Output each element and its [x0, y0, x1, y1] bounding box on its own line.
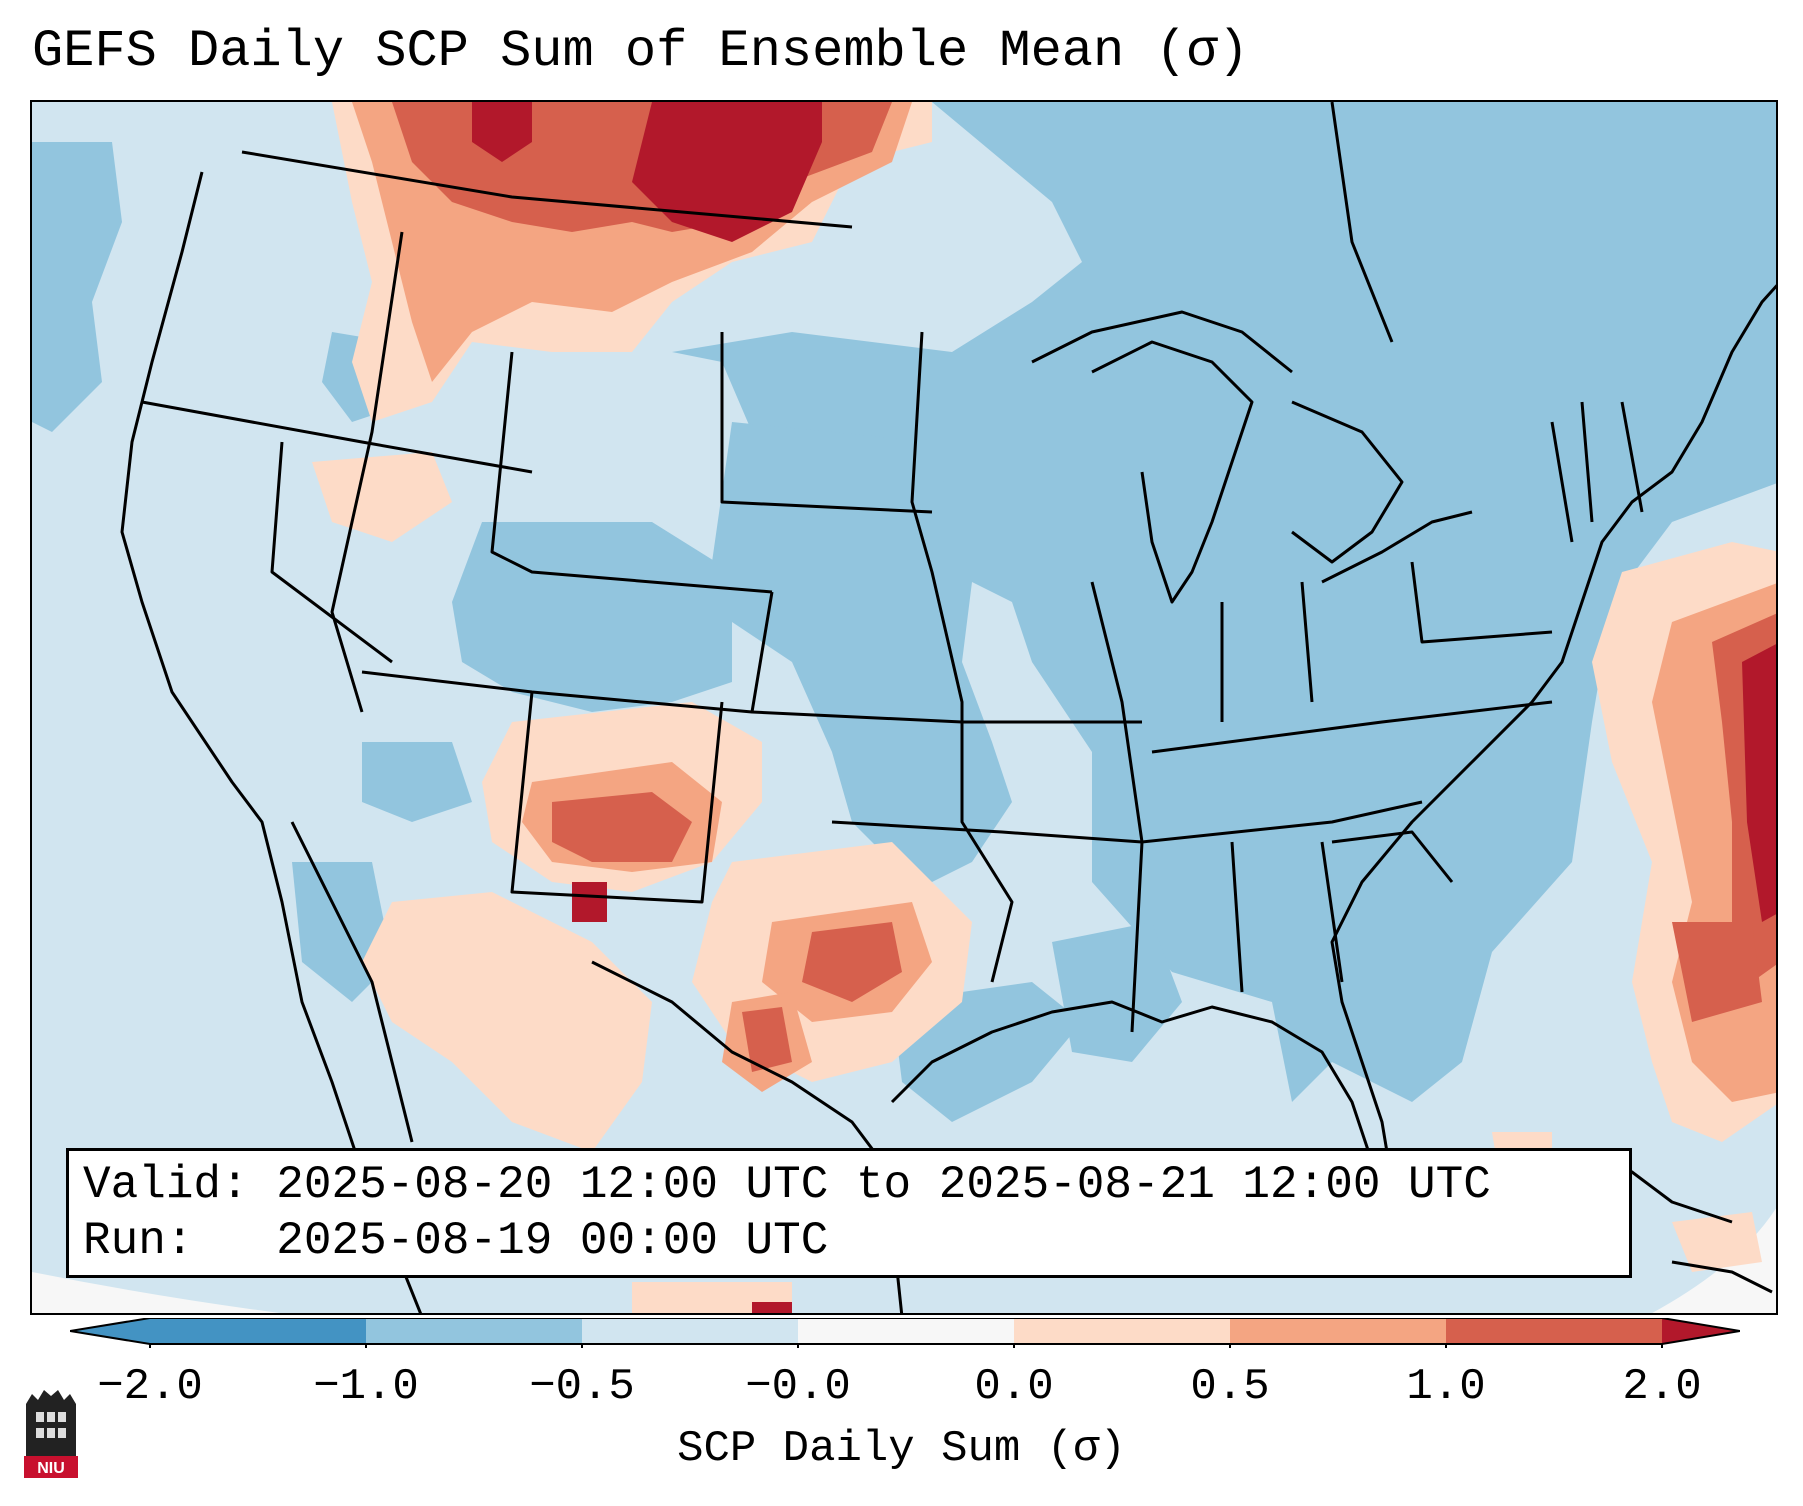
state-line-al-ga — [1230, 841, 1344, 993]
state-line-nd-sd — [720, 332, 933, 514]
colorbar-tick-label: 1.0 — [1406, 1362, 1486, 1412]
logo-banner — [24, 1456, 78, 1478]
state-line-wy — [490, 351, 773, 594]
colorbar-segment-0-05 — [1014, 1318, 1230, 1344]
colorbar-tick-label: 0.5 — [1190, 1362, 1270, 1412]
colorbar-segment-05-1 — [1230, 1318, 1446, 1344]
valid-value: 2025-08-20 12:00 UTC to 2025-08-21 12:00… — [276, 1159, 1491, 1211]
state-line-id-nv — [330, 231, 404, 713]
east-coastline — [1330, 284, 1776, 1183]
map-boundaries — [120, 102, 1776, 1313]
scp-map — [30, 100, 1778, 1315]
canada-province-line — [1330, 102, 1394, 343]
logo-text: NIU — [37, 1460, 65, 1477]
hispaniola-coastline — [1671, 1260, 1773, 1294]
colorbar-ticks — [149, 1344, 1663, 1348]
colorbar-over-triangle — [1662, 1318, 1740, 1344]
map-canvas — [32, 102, 1776, 1313]
lake-michigan — [1091, 340, 1254, 604]
us-canada-border — [241, 150, 853, 229]
colorbar-under-triangle — [70, 1318, 150, 1344]
colorbar — [70, 1318, 1740, 1348]
state-line-new-england — [1550, 401, 1644, 543]
lake-huron — [1291, 400, 1404, 564]
state-line-ok-tx — [831, 820, 1143, 844]
lake-superior — [1031, 310, 1293, 374]
state-line-or-id — [141, 400, 533, 474]
castle-windows — [36, 1412, 66, 1438]
castle-icon — [26, 1390, 76, 1456]
colorbar-tick-label: −1.0 — [313, 1362, 419, 1412]
niu-logo: NIU — [24, 1390, 78, 1478]
state-line-ca-nv — [270, 441, 393, 664]
colorbar-tick-label: 2.0 — [1622, 1362, 1702, 1412]
run-row: Run: 2025-08-19 00:00 UTC — [83, 1213, 1615, 1269]
colorbar-label: SCP Daily Sum (σ) — [677, 1424, 1126, 1474]
valid-label: Valid: — [83, 1159, 249, 1211]
valid-row: Valid: 2025-08-20 12:00 UTC to 2025-08-2… — [83, 1157, 1615, 1213]
colorbar-segment-neg05-0 — [582, 1318, 798, 1344]
colorbar-tick-label: −2.0 — [97, 1362, 203, 1412]
state-line-nm — [510, 691, 724, 904]
state-line-ks-ok — [751, 710, 1142, 724]
colorbar-tick-label: −0.5 — [529, 1362, 635, 1412]
colorbar-segment-neg1-neg05 — [366, 1318, 582, 1344]
baja-coastline — [290, 821, 414, 1143]
scp-negative-regions — [32, 102, 1776, 1122]
west-coastline — [120, 171, 423, 1313]
colorbar-tick-label: 0.0 — [974, 1362, 1054, 1412]
run-label: Run: — [83, 1215, 194, 1267]
state-line-pa — [1410, 561, 1553, 644]
gulf-coastline — [890, 1000, 1394, 1184]
valid-run-info-box: Valid: 2025-08-20 12:00 UTC to 2025-08-2… — [66, 1148, 1632, 1278]
state-line-central — [910, 331, 1014, 983]
state-line-mo-il-ms — [1090, 581, 1144, 1033]
colorbar-tick-label: −0.0 — [745, 1362, 851, 1412]
state-line-in-oh — [1220, 581, 1314, 722]
chart-title: GEFS Daily SCP Sum of Ensemble Mean (σ) — [32, 22, 1249, 81]
state-line-sc — [1331, 830, 1454, 883]
colorbar-segment-1-2 — [1446, 1318, 1662, 1344]
scp-positive-extreme-regions — [472, 102, 1776, 1313]
colorbar-segment-neg2-neg1 — [150, 1318, 366, 1344]
run-value: 2025-08-19 00:00 UTC — [276, 1215, 829, 1267]
state-line-ky-va — [1151, 700, 1553, 754]
lake-erie — [1321, 510, 1473, 584]
state-line-co — [361, 591, 774, 714]
state-line-tn — [1141, 800, 1423, 844]
off-domain-right — [1652, 1208, 1776, 1313]
off-domain-left — [32, 1272, 280, 1313]
colorbar-segment-0-0 — [798, 1318, 1014, 1344]
